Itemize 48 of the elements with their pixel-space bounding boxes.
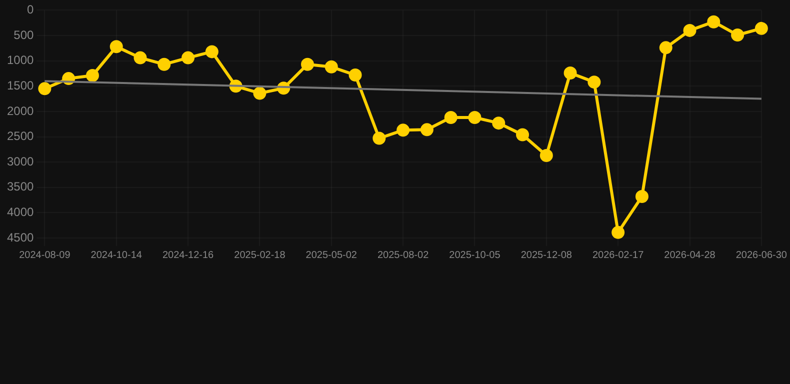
point — [372, 132, 386, 145]
point — [540, 148, 553, 162]
point — [134, 51, 147, 64]
point — [420, 123, 434, 136]
point — [348, 68, 362, 82]
point — [86, 69, 99, 82]
x-tick-label: 2026-06-30 — [736, 250, 788, 261]
y-tick-label: 4000 — [6, 205, 34, 219]
y-tick-label: 2500 — [6, 129, 34, 144]
y-tick-label: 3500 — [6, 180, 34, 194]
x-tick-label: 2024-12-16 — [162, 250, 214, 261]
point — [444, 111, 458, 124]
point — [635, 190, 648, 203]
point — [253, 86, 266, 100]
point — [754, 22, 768, 35]
x-tick-label: 2026-04-28 — [664, 250, 716, 261]
y-tick-label: 0 — [27, 2, 34, 17]
point — [110, 40, 123, 54]
point — [683, 24, 696, 37]
point — [588, 76, 601, 89]
point — [564, 66, 577, 80]
y-tick-label: 4500 — [6, 230, 34, 244]
x-tick-label: 2025-02-18 — [234, 250, 286, 261]
y-tick-label: 3000 — [6, 154, 34, 168]
x-tick-label: 2024-10-14 — [90, 250, 142, 261]
point — [612, 226, 625, 239]
x-tick-label: 2025-12-08 — [520, 250, 572, 261]
x-tick-label: 2025-10-05 — [449, 250, 501, 261]
point — [396, 124, 410, 137]
y-tick-label: 2000 — [6, 104, 34, 118]
x-tick-label: 2025-05-02 — [306, 250, 358, 261]
point — [707, 15, 720, 28]
point — [182, 51, 195, 64]
y-tick-label: 1000 — [6, 53, 34, 68]
x-tick-label: 2025-08-02 — [377, 250, 430, 261]
point — [158, 58, 171, 71]
point — [300, 58, 314, 71]
x-tick-label: 2026-02-17 — [592, 250, 644, 261]
point — [492, 116, 506, 130]
point — [659, 41, 672, 54]
y-tick-label: 500 — [14, 28, 34, 42]
x-tick-label: 2024-08-09 — [19, 250, 71, 261]
point — [205, 45, 218, 58]
point — [731, 28, 744, 42]
point — [324, 60, 338, 74]
point — [468, 111, 482, 124]
y-tick-label: 1500 — [6, 78, 34, 92]
point — [516, 128, 530, 142]
